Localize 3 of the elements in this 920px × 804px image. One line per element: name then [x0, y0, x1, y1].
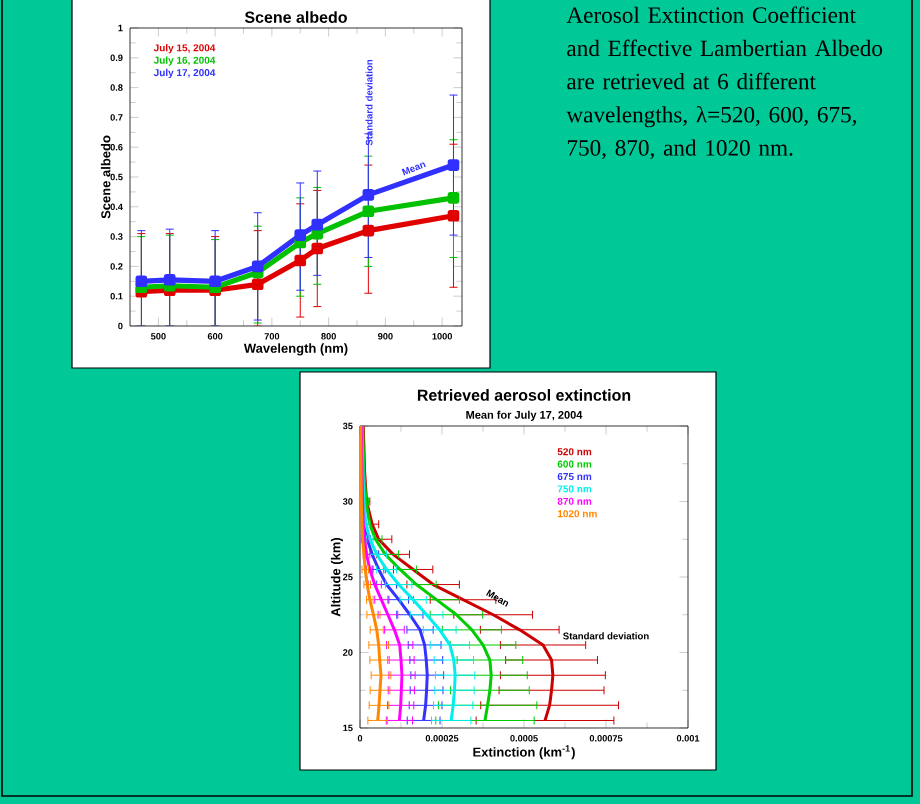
chart-title: Retrieved aerosol extinction	[417, 389, 631, 401]
text: Aerosol Extinction Coefficient and Effective Lambertian Albedo are retrieved at 6 different wavelengths, λ=520, 600, 675, 750, 870, and 1020 nm.	[566, 6, 883, 160]
chart-title: Scene albedo	[244, 11, 347, 23]
